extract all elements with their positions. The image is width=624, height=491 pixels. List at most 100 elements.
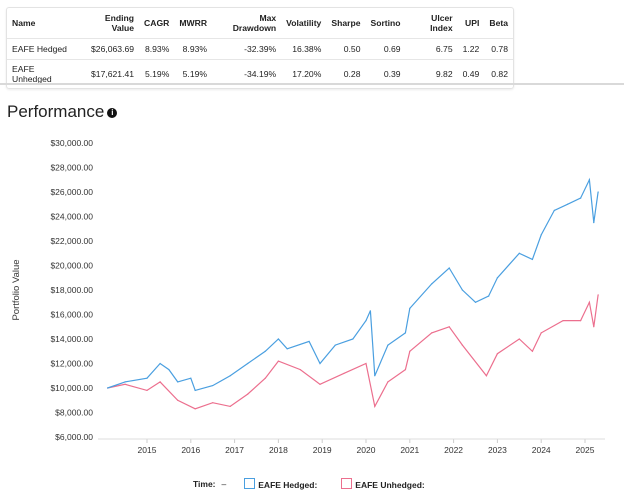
data-point — [531, 350, 534, 352]
column-header[interactable]: CAGR — [144, 18, 170, 28]
legend-time-label: Time: — [193, 479, 216, 489]
data-point — [352, 338, 354, 340]
x-tick-label: 2023 — [488, 445, 507, 455]
y-tick-label: $14,000.00 — [50, 334, 93, 344]
column-header[interactable]: MWRR — [179, 18, 208, 28]
data-point — [286, 348, 288, 350]
data-point — [194, 389, 196, 392]
column-header[interactable]: Name — [12, 18, 36, 28]
data-point — [593, 222, 595, 224]
data-point — [431, 283, 433, 285]
data-point — [374, 375, 376, 377]
data-point — [488, 295, 490, 297]
data-point — [409, 350, 411, 352]
data-point — [229, 405, 231, 407]
x-tick-label: 2020 — [357, 445, 376, 455]
column-header[interactable]: UPI — [465, 18, 480, 28]
data-point — [531, 258, 534, 260]
data-point — [308, 340, 310, 343]
data-point — [106, 387, 109, 389]
data-point — [387, 381, 389, 383]
x-tick-label: 2018 — [269, 445, 288, 455]
legend-label-hedged: EAFE Hedged: — [258, 480, 318, 490]
data-point — [580, 320, 582, 322]
y-tick-label: $8,000.00 — [55, 408, 93, 418]
data-point — [553, 209, 555, 211]
table-row: EAFE Hedged $26,063.69 8.93% 8.93% -32.39% 16… — [7, 38, 513, 60]
data-point — [518, 338, 520, 340]
column-header[interactable]: Ending Value — [104, 13, 135, 33]
column-header[interactable]: Beta — [489, 18, 508, 28]
data-point — [580, 197, 582, 199]
table-cell: 16.38% — [281, 38, 327, 60]
table-cell: 0.50 — [326, 38, 366, 60]
x-tick-label: 2015 — [138, 445, 157, 455]
x-tick-label: 2022 — [444, 445, 463, 455]
column-header[interactable]: Sortino — [370, 18, 401, 28]
data-point — [159, 362, 161, 365]
legend-swatch-hedged — [244, 478, 256, 489]
y-tick-label: $18,000.00 — [50, 285, 93, 295]
data-point — [404, 332, 407, 334]
data-point — [177, 381, 179, 383]
table-cell: $26,063.69 — [77, 38, 140, 60]
data-point — [588, 301, 590, 303]
y-tick-label: $10,000.00 — [50, 383, 93, 393]
legend-swatch-unhedged — [341, 478, 353, 489]
section-title: Performance i — [7, 102, 118, 122]
data-point — [365, 362, 367, 365]
legend-item-hedged[interactable]: EAFE Hedged: — [244, 478, 317, 490]
data-point — [448, 326, 450, 328]
table-cell: -32.39% — [212, 38, 282, 60]
data-point — [212, 402, 214, 404]
info-icon[interactable]: i — [107, 108, 118, 118]
data-point — [365, 320, 367, 322]
data-point — [247, 393, 249, 395]
data-point — [319, 362, 321, 365]
legend-item-unhedged[interactable]: EAFE Unhedged: — [341, 478, 425, 490]
divider — [0, 83, 624, 85]
y-tick-label: $12,000.00 — [50, 359, 93, 369]
table-cell: 0.78 — [484, 38, 513, 60]
data-point — [496, 353, 498, 355]
legend-label-unhedged: EAFE Unhedged: — [355, 480, 425, 490]
data-point — [485, 375, 488, 377]
data-point — [496, 277, 498, 279]
column-header[interactable]: Ulcer Index — [430, 13, 453, 33]
data-point — [177, 399, 179, 401]
table-cell: 6.75 — [405, 38, 458, 60]
column-header[interactable]: Volatility — [286, 18, 322, 28]
data-point — [319, 383, 321, 385]
table-cell: 8.93% — [139, 38, 175, 60]
table-cell: 8.93% — [174, 38, 213, 60]
data-point — [369, 310, 371, 312]
data-point — [264, 377, 266, 379]
data-point — [562, 320, 564, 322]
data-point — [597, 294, 599, 296]
data-point — [212, 384, 214, 387]
y-axis-label: Portfolio Value — [11, 259, 22, 320]
y-tick-label: $24,000.00 — [50, 212, 93, 222]
data-point — [343, 372, 345, 374]
data-point — [168, 369, 170, 371]
x-tick-label: 2024 — [532, 445, 551, 455]
data-point — [593, 326, 595, 328]
data-point — [374, 405, 376, 407]
data-point — [194, 408, 196, 410]
x-tick-label: 2016 — [181, 445, 200, 455]
column-header[interactable]: Sharpe — [331, 18, 361, 28]
data-point — [588, 179, 590, 181]
column-header[interactable]: Max Drawdown — [232, 13, 277, 33]
data-point — [146, 389, 148, 392]
data-point — [597, 191, 599, 193]
y-tick-label: $22,000.00 — [50, 236, 93, 246]
performance-title: Performance — [7, 102, 105, 121]
data-point — [190, 377, 192, 379]
data-point — [229, 375, 231, 377]
data-point — [518, 252, 520, 254]
data-point — [334, 344, 336, 346]
data-point — [277, 338, 279, 340]
data-point — [566, 203, 569, 205]
legend-time-value: – — [221, 479, 227, 489]
